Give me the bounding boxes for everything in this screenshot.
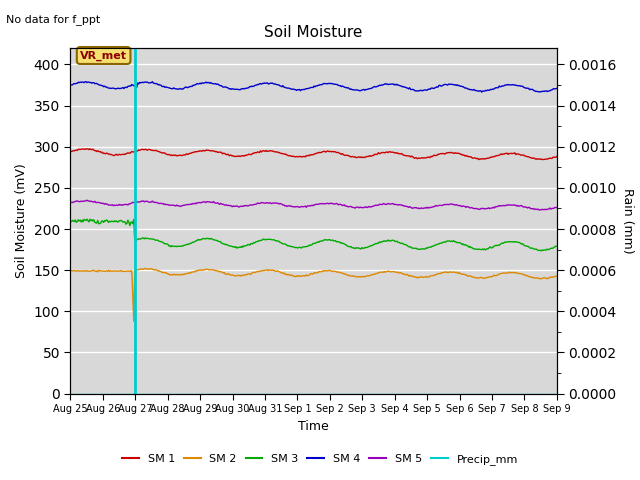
SM 3: [83, 216, 91, 222]
SM 5: [357, 204, 365, 210]
SM 3: [466, 243, 474, 249]
SM 4: [301, 86, 309, 92]
Line: SM 1: SM 1: [70, 149, 557, 159]
SM 3: [301, 244, 309, 250]
Line: SM 5: SM 5: [70, 200, 557, 210]
SM 3: [553, 243, 561, 249]
SM 2: [553, 273, 561, 279]
SM 3: [67, 218, 74, 224]
SM 3: [298, 244, 306, 250]
SM 4: [543, 89, 551, 95]
Precip_mm: [465, 391, 473, 396]
SM 2: [332, 269, 339, 275]
Precip_mm: [541, 391, 549, 396]
SM 4: [553, 85, 561, 91]
SM 2: [67, 267, 74, 273]
Precip_mm: [330, 391, 337, 396]
SM 4: [466, 87, 474, 93]
Line: SM 4: SM 4: [70, 82, 557, 92]
Y-axis label: Rain (mm): Rain (mm): [621, 188, 634, 253]
Precip_mm: [67, 391, 74, 396]
Precip_mm: [356, 391, 364, 396]
SM 2: [300, 273, 307, 279]
SM 1: [331, 149, 339, 155]
Legend: SM 1, SM 2, SM 3, SM 4, SM 5, Precip_mm: SM 1, SM 2, SM 3, SM 4, SM 5, Precip_mm: [118, 450, 522, 469]
SM 1: [86, 146, 93, 152]
SM 2: [303, 272, 310, 278]
SM 4: [67, 82, 74, 88]
SM 3: [331, 238, 339, 244]
SM 1: [543, 156, 551, 162]
Text: No data for f_ppt: No data for f_ppt: [6, 14, 100, 25]
Y-axis label: Soil Moisture (mV): Soil Moisture (mV): [15, 163, 28, 278]
SM 2: [467, 273, 475, 279]
SM 5: [67, 200, 74, 205]
X-axis label: Time: Time: [298, 420, 329, 432]
SM 3: [357, 246, 365, 252]
Line: SM 2: SM 2: [70, 268, 557, 321]
SM 5: [331, 201, 339, 207]
SM 4: [148, 79, 156, 84]
SM 4: [478, 89, 486, 95]
SM 5: [83, 197, 91, 203]
SM 5: [543, 206, 551, 212]
SM 5: [536, 207, 543, 213]
Precip_mm: [553, 391, 561, 396]
SM 3: [543, 246, 551, 252]
SM 1: [357, 154, 365, 160]
SM 2: [358, 274, 365, 279]
SM 1: [466, 154, 474, 159]
SM 5: [301, 204, 309, 209]
SM 1: [475, 156, 483, 162]
SM 1: [67, 148, 74, 154]
SM 4: [357, 88, 365, 94]
SM 5: [466, 205, 474, 211]
Title: Soil Moisture: Soil Moisture: [264, 25, 363, 40]
SM 3: [538, 248, 545, 254]
SM 5: [553, 204, 561, 210]
SM 5: [298, 204, 306, 210]
SM 1: [553, 154, 561, 159]
Precip_mm: [298, 391, 305, 396]
Line: SM 3: SM 3: [70, 219, 557, 251]
SM 1: [298, 154, 306, 160]
SM 4: [331, 82, 339, 87]
SM 2: [130, 318, 138, 324]
SM 1: [301, 154, 309, 160]
Text: VR_met: VR_met: [80, 50, 127, 60]
Precip_mm: [301, 391, 308, 396]
SM 4: [298, 87, 306, 93]
SM 2: [543, 276, 551, 282]
SM 2: [141, 265, 149, 271]
